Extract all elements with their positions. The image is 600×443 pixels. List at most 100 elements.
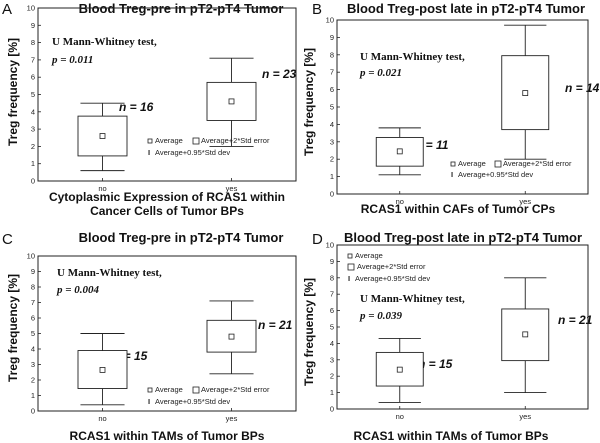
panel-a-y-tick-label: 10 (27, 4, 35, 13)
panel-b-x-axis-label: RCAS1 within CAFs of Tumor CPs (361, 202, 556, 216)
panel-d-y-tick-label: 4 (330, 339, 334, 348)
panel-d-y-tick-label: 8 (330, 273, 334, 282)
legend-average: Average (355, 251, 383, 260)
legend-stderr-symbol (192, 386, 200, 394)
panel-d-y-tick-label: 6 (330, 306, 334, 315)
panel-letter-a: A (2, 1, 12, 18)
panel-c-y-tick-label: 0 (31, 407, 35, 416)
panel-c-y-tick-label: 10 (27, 252, 35, 261)
panel-c-box-no (77, 350, 128, 389)
legend-stderr-symbol (347, 263, 355, 271)
panel-b-mean-marker-no (396, 148, 403, 155)
panel-a: A Blood Treg-pre in pT2-pT4 Tumor Treg f… (2, 1, 297, 218)
panel-c-y-tick-label: 6 (31, 314, 35, 323)
panel-d-x-tick-label-yes: yes (519, 412, 531, 421)
panel-b-y-tick-label: 1 (330, 172, 334, 181)
panel-c: C Blood Treg-pre in pT2-pT4 Tumor Treg f… (2, 230, 297, 443)
panel-b-test-name: U Mann-Whitney test, (360, 51, 465, 63)
panel-b-y-axis-label: Treg frequency [%] (302, 48, 316, 156)
legend-average-symbol (347, 253, 353, 259)
legend-average-symbol (147, 387, 153, 393)
panel-b-p-value: p = 0.021 (359, 67, 402, 79)
panel-d-test-name: U Mann-Whitney test, (360, 293, 465, 305)
panel-a-y-tick-label: 4 (31, 107, 35, 116)
panel-a-x-axis-label-line2: Cancer Cells of Tumor BPs (90, 204, 244, 218)
panel-a-mean-marker-no (99, 133, 106, 139)
legend-average-symbol (147, 138, 153, 144)
panel-d: D Blood Treg-post late in pT2-pT4 Tumor … (302, 230, 593, 443)
panel-b-y-tick-label: 9 (330, 33, 334, 42)
legend-stderr-symbol (192, 137, 200, 145)
panel-d-y-tick-label: 9 (330, 257, 334, 266)
panel-d-y-axis-label: Treg frequency [%] (302, 278, 316, 386)
panel-c-y-tick-label: 2 (31, 376, 35, 385)
legend-stddev: Average+0.95*Std dev (155, 397, 230, 406)
panel-d-y-tick-label: 3 (330, 355, 334, 364)
panel-c-mean-marker-no (99, 367, 106, 373)
panel-letter-d: D (312, 231, 323, 248)
panel-letter-b: B (312, 1, 322, 18)
panel-b-y-tick-label: 3 (330, 137, 334, 146)
panel-d-n-label-yes: n = 21 (558, 313, 593, 327)
panel-b-y-tick-label: 4 (330, 120, 334, 129)
legend-stddev: Average+0.95*Std dev (355, 274, 430, 283)
panel-c-legend: Average Average+2*Std error I Average+0.… (147, 385, 270, 406)
panel-a-y-tick-label: 5 (31, 90, 35, 99)
panel-a-n-label-yes: n = 23 (262, 67, 297, 81)
panel-d-mean-marker-no (396, 366, 403, 373)
panel-c-x-tick-label-yes: yes (226, 414, 238, 423)
panel-d-x-tick-label-no: no (396, 412, 404, 421)
legend-stderr: Average+2*Std error (503, 159, 572, 168)
panel-b-title: Blood Treg-post late in pT2-pT4 Tumor (347, 1, 585, 16)
panel-a-p-value: p = 0.011 (51, 54, 93, 66)
panel-b-mean-marker-yes (522, 90, 529, 96)
panel-a-legend: Average Average+2*Std error I Average+0.… (147, 136, 270, 157)
panel-c-y-tick-label: 7 (31, 298, 35, 307)
panel-d-x-axis-label: RCAS1 within TAMs of Tumor BPs (354, 429, 549, 443)
panel-d-title: Blood Treg-post late in pT2-pT4 Tumor (344, 230, 582, 245)
panel-d-y-tick-label: 5 (330, 323, 334, 332)
panel-b-y-tick-label: 5 (330, 103, 334, 112)
panel-d-y-tick-label: 2 (330, 372, 334, 381)
legend-average: Average (458, 159, 486, 168)
panel-c-y-tick-label: 9 (31, 267, 35, 276)
panel-c-test-name: U Mann-Whitney test, (57, 267, 162, 279)
panel-b-x-tick-label-no: no (396, 197, 404, 206)
panel-d-y-tick-label: 10 (326, 241, 334, 250)
panel-a-y-tick-label: 8 (31, 38, 35, 47)
panel-a-y-tick-label: 7 (31, 55, 35, 64)
panel-d-mean-marker-yes (522, 331, 529, 338)
panel-c-y-tick-label: 5 (31, 329, 35, 338)
panel-b-n-label-yes: n = 14 (565, 81, 600, 95)
panel-a-test-name: U Mann-Whitney test, (52, 36, 157, 48)
legend-stderr-symbol (494, 160, 502, 168)
legend-stderr: Average+2*Std error (201, 385, 270, 394)
panel-c-y-tick-label: 1 (31, 391, 35, 400)
legend-stderr: Average+2*Std error (201, 136, 270, 145)
panel-c-y-axis-label: Treg frequency [%] (6, 274, 20, 382)
panel-a-y-axis-label: Treg frequency [%] (6, 38, 20, 146)
panel-a-x-tick-label-no: no (98, 184, 106, 193)
legend-whisker-symbol: I (451, 170, 453, 179)
panel-b-y-tick-label: 0 (330, 190, 334, 199)
panel-b-y-tick-label: 10 (326, 16, 334, 25)
legend-stderr: Average+2*Std error (357, 262, 426, 271)
panel-b-y-tick-label: 2 (330, 155, 334, 164)
legend-whisker-symbol: I (348, 274, 350, 283)
panel-a-y-tick-label: 1 (31, 159, 35, 168)
panel-c-p-value: p = 0.004 (56, 284, 100, 296)
panel-letter-c: C (2, 231, 13, 248)
panel-a-x-axis-label-line1: Cytoplasmic Expression of RCAS1 within (49, 190, 285, 204)
panel-d-y-tick-label: 0 (330, 405, 334, 414)
legend-average: Average (155, 136, 183, 145)
panel-b-x-tick-label-yes: yes (519, 197, 531, 206)
legend-whisker-symbol: I (148, 148, 150, 157)
panel-d-y-tick-label: 1 (330, 388, 334, 397)
panel-d-legend: Average Average+2*Std error I Average+0.… (347, 251, 430, 283)
legend-average-symbol (450, 161, 456, 167)
panel-d-n-label-no: n = 15 (418, 357, 453, 371)
legend-stddev: Average+0.95*Std dev (458, 170, 533, 179)
panel-d-p-value: p = 0.039 (359, 310, 403, 322)
panel-a-x-tick-label-yes: yes (226, 184, 238, 193)
